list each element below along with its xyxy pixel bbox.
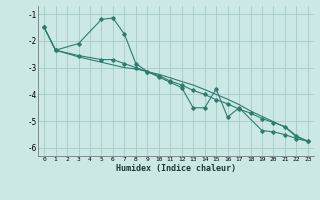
X-axis label: Humidex (Indice chaleur): Humidex (Indice chaleur) [116,164,236,173]
